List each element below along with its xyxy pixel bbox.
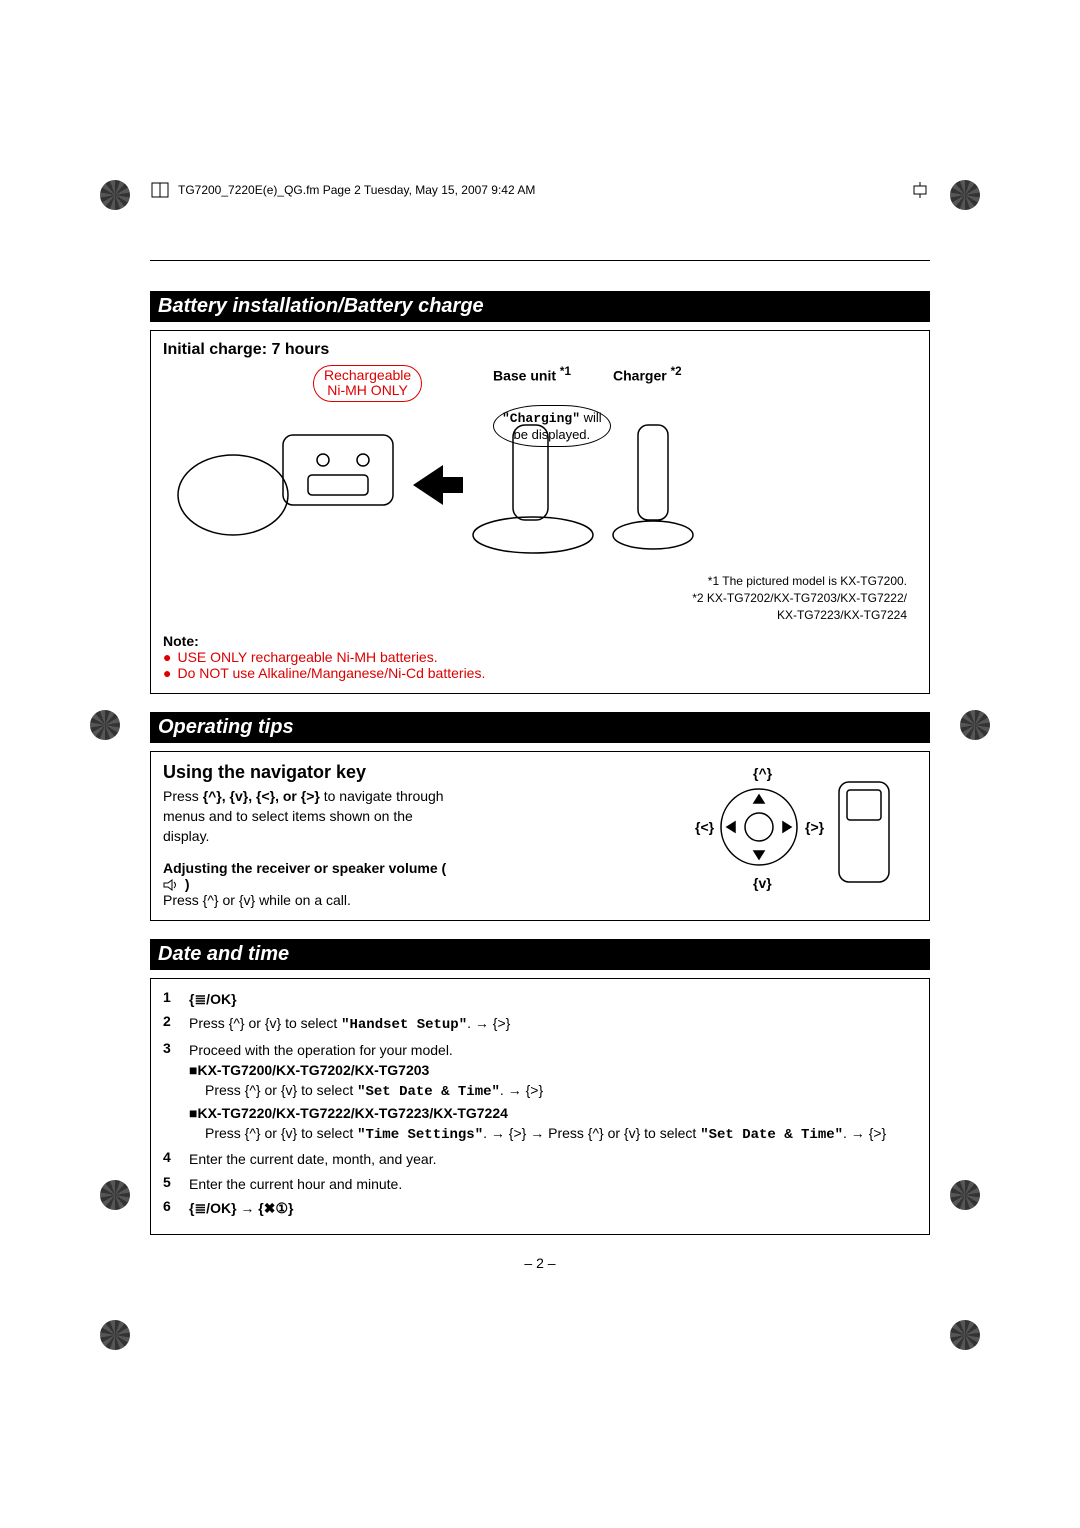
step-6: 6 {≣/OK} → {✖①} xyxy=(163,1198,917,1218)
step-num: 3 xyxy=(163,1040,179,1145)
footnote-1: *1 The pictured model is KX-TG7200. xyxy=(163,573,907,590)
s3s1-post: . → {>} xyxy=(500,1082,543,1098)
section-header-battery: Battery installation/Battery charge xyxy=(150,291,930,322)
s3s1-pre: Press {^} or {v} to select xyxy=(205,1082,357,1098)
step-num: 2 xyxy=(163,1013,179,1035)
print-header: TG7200_7220E(e)_QG.fm Page 2 Tuesday, Ma… xyxy=(150,180,930,200)
svg-text:{>}: {>} xyxy=(805,819,825,835)
step-1-body: {≣/OK} xyxy=(189,989,917,1009)
s3s1-mono: "Set Date & Time" xyxy=(357,1084,500,1100)
step-5: 5 Enter the current hour and minute. xyxy=(163,1174,917,1194)
step-num: 6 xyxy=(163,1198,179,1218)
step-2-mono: "Handset Setup" xyxy=(341,1017,467,1033)
step-3-sub2-title: ■KX-TG7220/KX-TG7222/KX-TG7223/KX-TG7224 xyxy=(189,1105,508,1121)
note-label: Note: xyxy=(163,633,917,649)
battery-diagram: Rechargeable Ni-MH ONLY Base unit *1 Cha… xyxy=(163,365,917,565)
step-1: 1 {≣/OK} xyxy=(163,989,917,1009)
step-5-body: Enter the current hour and minute. xyxy=(189,1174,917,1194)
nav-keys: {^}, {v}, {<}, or {>} xyxy=(203,788,320,804)
initial-charge-heading: Initial charge: 7 hours xyxy=(163,341,917,359)
step-2: 2 Press {^} or {v} to select "Handset Se… xyxy=(163,1013,917,1035)
section-header-operating: Operating tips xyxy=(150,712,930,743)
vise-icon xyxy=(910,180,930,200)
book-icon xyxy=(150,180,170,200)
s3s2-mid: . → {>} → Press {^} or {v} to select xyxy=(483,1125,700,1141)
datetime-block: 1 {≣/OK} 2 Press {^} or {v} to select "H… xyxy=(150,978,930,1235)
page-number: – 2 – xyxy=(150,1255,930,1271)
step-3-sub1-title: ■KX-TG7200/KX-TG7202/KX-TG7203 xyxy=(189,1062,429,1078)
step-num: 5 xyxy=(163,1174,179,1194)
battery-block: Initial charge: 7 hours Rechargeable Ni-… xyxy=(150,330,930,694)
navigator-diagram: {^} {v} {<} {>} xyxy=(679,762,899,892)
s3s2-pre: Press {^} or {v} to select xyxy=(205,1125,357,1141)
step-3-body: Proceed with the operation for your mode… xyxy=(189,1040,917,1145)
s3s2-post: . → {>} xyxy=(843,1125,886,1141)
step-6-body: {≣/OK} → {✖①} xyxy=(189,1198,917,1218)
bullet-icon: ● xyxy=(163,649,171,665)
step-2-post: . → {>} xyxy=(467,1015,510,1031)
navigator-body: Press {^}, {v}, {<}, or {>} to navigate … xyxy=(163,787,463,846)
bullet-icon: ● xyxy=(163,665,171,681)
adjust-heading: Adjusting the receiver or speaker volume… xyxy=(163,860,463,892)
svg-text:{<}: {<} xyxy=(695,819,715,835)
adjust-title-text: Adjusting the receiver or speaker volume… xyxy=(163,860,446,876)
note-1-text: USE ONLY rechargeable Ni-MH batteries. xyxy=(177,649,437,665)
print-header-text: TG7200_7220E(e)_QG.fm Page 2 Tuesday, Ma… xyxy=(178,183,535,197)
s3s2-mono: "Time Settings" xyxy=(357,1127,483,1143)
svg-text:{^}: {^} xyxy=(753,765,773,781)
s3s2-mono2: "Set Date & Time" xyxy=(700,1127,843,1143)
note-2-text: Do NOT use Alkaline/Manganese/Ni-Cd batt… xyxy=(177,665,485,681)
step-2-body: Press {^} or {v} to select "Handset Setu… xyxy=(189,1013,917,1035)
battery-illustration xyxy=(163,365,723,555)
page: TG7200_7220E(e)_QG.fm Page 2 Tuesday, Ma… xyxy=(0,0,1080,1331)
step-2-pre: Press {^} or {v} to select xyxy=(189,1015,341,1031)
speaker-icon xyxy=(163,879,181,891)
step-3-sub1-line: Press {^} or {v} to select "Set Date & T… xyxy=(189,1080,543,1102)
adjust-body: Press {^} or {v} while on a call. xyxy=(163,892,463,908)
battery-footnotes: *1 The pictured model is KX-TG7200. *2 K… xyxy=(163,573,917,623)
step-3-sub2-line: Press {^} or {v} to select "Time Setting… xyxy=(189,1123,886,1145)
operating-block: Using the navigator key Press {^}, {v}, … xyxy=(150,751,930,921)
step-4: 4 Enter the current date, month, and yea… xyxy=(163,1149,917,1169)
note-line-2: ● Do NOT use Alkaline/Manganese/Ni-Cd ba… xyxy=(163,665,917,681)
press-prefix: Press xyxy=(163,788,203,804)
datetime-steps: 1 {≣/OK} 2 Press {^} or {v} to select "H… xyxy=(163,989,917,1218)
note-line-1: ● USE ONLY rechargeable Ni-MH batteries. xyxy=(163,649,917,665)
footnote-2: *2 KX-TG7202/KX-TG7203/KX-TG7222/ xyxy=(163,590,907,607)
svg-text:{v}: {v} xyxy=(753,875,772,891)
adjust-title-end: ) xyxy=(185,876,190,892)
step-4-body: Enter the current date, month, and year. xyxy=(189,1149,917,1169)
content-frame: Battery installation/Battery charge Init… xyxy=(150,260,930,1271)
step-num: 4 xyxy=(163,1149,179,1169)
step-3-pre: Proceed with the operation for your mode… xyxy=(189,1042,453,1058)
section-header-datetime: Date and time xyxy=(150,939,930,970)
footnote-2b: KX-TG7223/KX-TG7224 xyxy=(177,607,907,624)
step-3: 3 Proceed with the operation for your mo… xyxy=(163,1040,917,1145)
step-num: 1 xyxy=(163,989,179,1009)
